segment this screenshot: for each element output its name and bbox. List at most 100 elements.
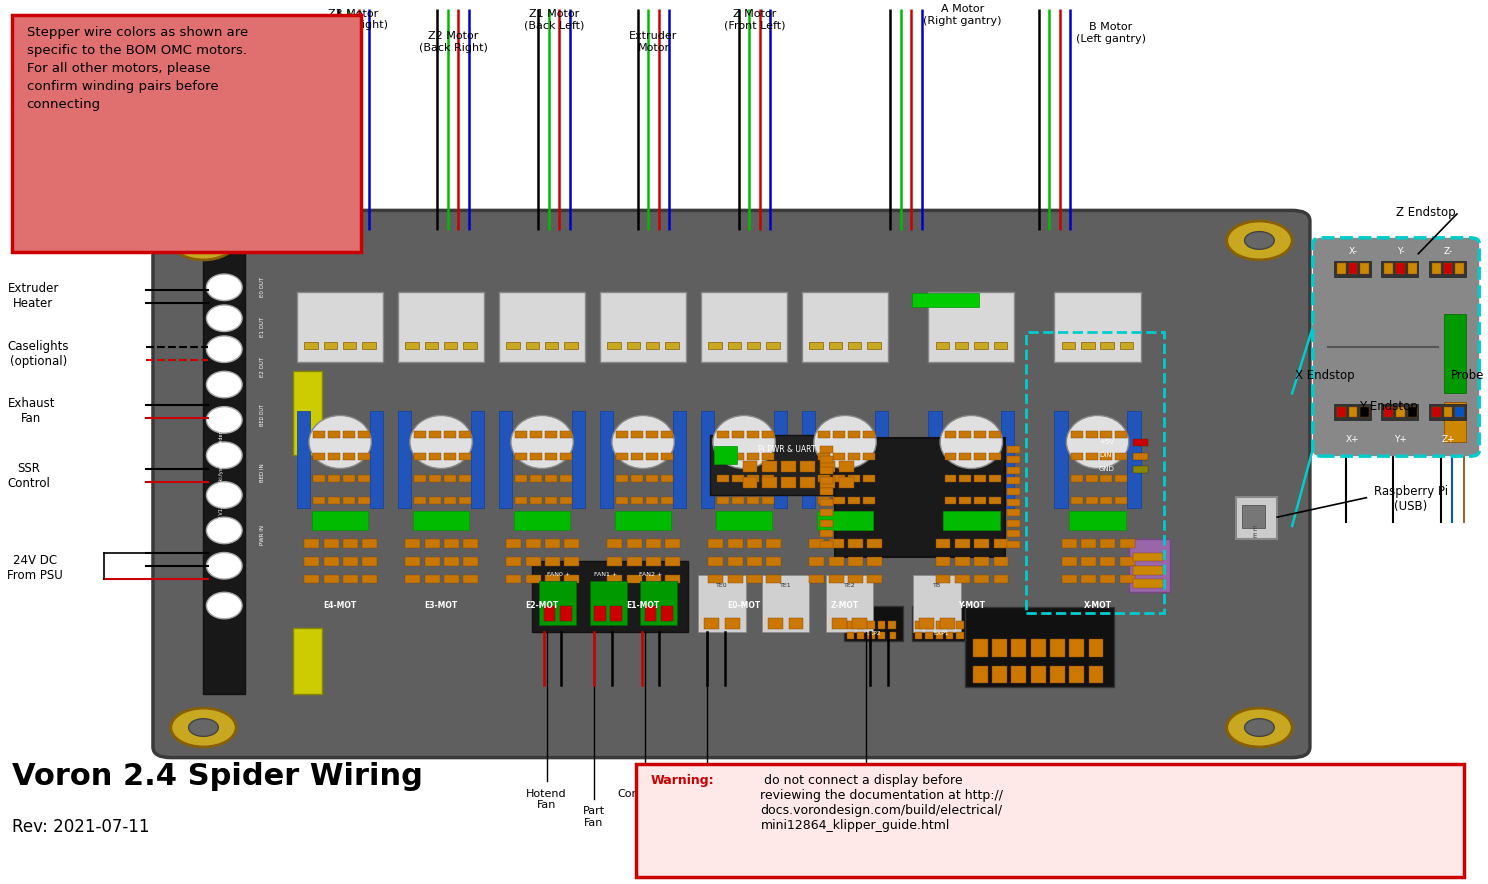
FancyBboxPatch shape [1062, 342, 1076, 349]
Circle shape [189, 719, 219, 736]
FancyBboxPatch shape [955, 575, 970, 583]
FancyBboxPatch shape [1007, 541, 1021, 548]
FancyBboxPatch shape [329, 475, 341, 482]
FancyBboxPatch shape [1384, 407, 1393, 417]
FancyBboxPatch shape [443, 475, 455, 482]
FancyBboxPatch shape [363, 342, 376, 349]
FancyBboxPatch shape [359, 475, 371, 482]
FancyBboxPatch shape [1071, 475, 1083, 482]
FancyBboxPatch shape [559, 606, 571, 621]
FancyBboxPatch shape [371, 411, 384, 508]
FancyBboxPatch shape [848, 539, 863, 548]
FancyBboxPatch shape [1101, 539, 1116, 548]
FancyBboxPatch shape [820, 541, 833, 548]
FancyBboxPatch shape [766, 342, 780, 349]
FancyBboxPatch shape [1101, 557, 1116, 566]
FancyBboxPatch shape [545, 475, 557, 482]
FancyBboxPatch shape [665, 342, 679, 349]
Text: Z Motor
(Front Left): Z Motor (Front Left) [723, 9, 786, 30]
FancyBboxPatch shape [631, 453, 643, 460]
FancyBboxPatch shape [615, 511, 671, 530]
Text: E0-MOT: E0-MOT [728, 601, 760, 610]
FancyBboxPatch shape [443, 431, 455, 438]
Text: A Motor
(Right gantry): A Motor (Right gantry) [923, 4, 1001, 26]
FancyBboxPatch shape [728, 557, 743, 566]
Text: Voron 2.4 Spider Wiring: Voron 2.4 Spider Wiring [12, 762, 423, 791]
FancyBboxPatch shape [1031, 666, 1046, 683]
FancyBboxPatch shape [1120, 575, 1135, 583]
FancyBboxPatch shape [820, 467, 833, 474]
FancyBboxPatch shape [607, 342, 620, 349]
FancyBboxPatch shape [412, 511, 469, 530]
FancyBboxPatch shape [545, 453, 557, 460]
FancyBboxPatch shape [424, 557, 439, 566]
FancyBboxPatch shape [698, 575, 745, 632]
FancyBboxPatch shape [414, 475, 426, 482]
Text: Warning:: Warning: [650, 774, 714, 788]
Ellipse shape [814, 415, 876, 469]
FancyBboxPatch shape [1007, 477, 1021, 484]
FancyBboxPatch shape [829, 557, 844, 566]
FancyBboxPatch shape [314, 475, 326, 482]
FancyBboxPatch shape [747, 575, 762, 583]
FancyBboxPatch shape [835, 438, 1006, 557]
FancyBboxPatch shape [616, 431, 628, 438]
FancyBboxPatch shape [646, 557, 661, 566]
FancyBboxPatch shape [1101, 497, 1113, 504]
FancyBboxPatch shape [818, 453, 830, 460]
FancyBboxPatch shape [539, 581, 576, 625]
FancyBboxPatch shape [848, 431, 860, 438]
Text: Hotend
Thermistor: Hotend Thermistor [677, 812, 737, 833]
Ellipse shape [207, 592, 243, 619]
FancyBboxPatch shape [857, 632, 865, 639]
FancyBboxPatch shape [994, 557, 1009, 566]
FancyBboxPatch shape [363, 575, 378, 583]
FancyBboxPatch shape [443, 497, 455, 504]
FancyBboxPatch shape [878, 621, 885, 629]
FancyBboxPatch shape [829, 539, 844, 548]
FancyBboxPatch shape [832, 618, 847, 629]
FancyBboxPatch shape [1396, 407, 1405, 417]
FancyBboxPatch shape [329, 453, 341, 460]
FancyBboxPatch shape [818, 431, 830, 438]
FancyBboxPatch shape [1086, 453, 1098, 460]
FancyBboxPatch shape [1408, 407, 1417, 417]
FancyBboxPatch shape [1431, 407, 1440, 417]
FancyBboxPatch shape [848, 497, 860, 504]
FancyBboxPatch shape [344, 557, 359, 566]
FancyBboxPatch shape [626, 539, 641, 548]
FancyBboxPatch shape [1120, 539, 1135, 548]
FancyBboxPatch shape [912, 606, 972, 641]
FancyBboxPatch shape [994, 539, 1009, 548]
Text: X-MOT: X-MOT [1083, 601, 1112, 610]
FancyBboxPatch shape [802, 411, 815, 508]
Text: Z-: Z- [1443, 248, 1452, 256]
FancyBboxPatch shape [1134, 552, 1164, 561]
FancyBboxPatch shape [710, 435, 866, 495]
FancyBboxPatch shape [1129, 539, 1170, 592]
FancyBboxPatch shape [661, 497, 673, 504]
FancyBboxPatch shape [826, 575, 873, 632]
FancyBboxPatch shape [1089, 666, 1104, 683]
FancyBboxPatch shape [610, 606, 622, 621]
FancyBboxPatch shape [936, 342, 949, 349]
FancyBboxPatch shape [728, 342, 741, 349]
FancyBboxPatch shape [324, 557, 339, 566]
FancyBboxPatch shape [661, 475, 673, 482]
FancyBboxPatch shape [559, 431, 571, 438]
FancyBboxPatch shape [305, 342, 318, 349]
FancyBboxPatch shape [665, 557, 680, 566]
FancyBboxPatch shape [789, 618, 804, 629]
Circle shape [1244, 719, 1274, 736]
FancyBboxPatch shape [1086, 497, 1098, 504]
FancyBboxPatch shape [665, 539, 680, 548]
Text: TE0: TE0 [716, 583, 728, 589]
FancyBboxPatch shape [498, 411, 512, 508]
FancyBboxPatch shape [600, 292, 686, 362]
Text: E1-MOT: E1-MOT [626, 601, 659, 610]
FancyBboxPatch shape [994, 575, 1009, 583]
FancyBboxPatch shape [1360, 407, 1369, 417]
FancyBboxPatch shape [1086, 431, 1098, 438]
FancyBboxPatch shape [975, 539, 990, 548]
Text: E
E: E E [1253, 526, 1257, 538]
